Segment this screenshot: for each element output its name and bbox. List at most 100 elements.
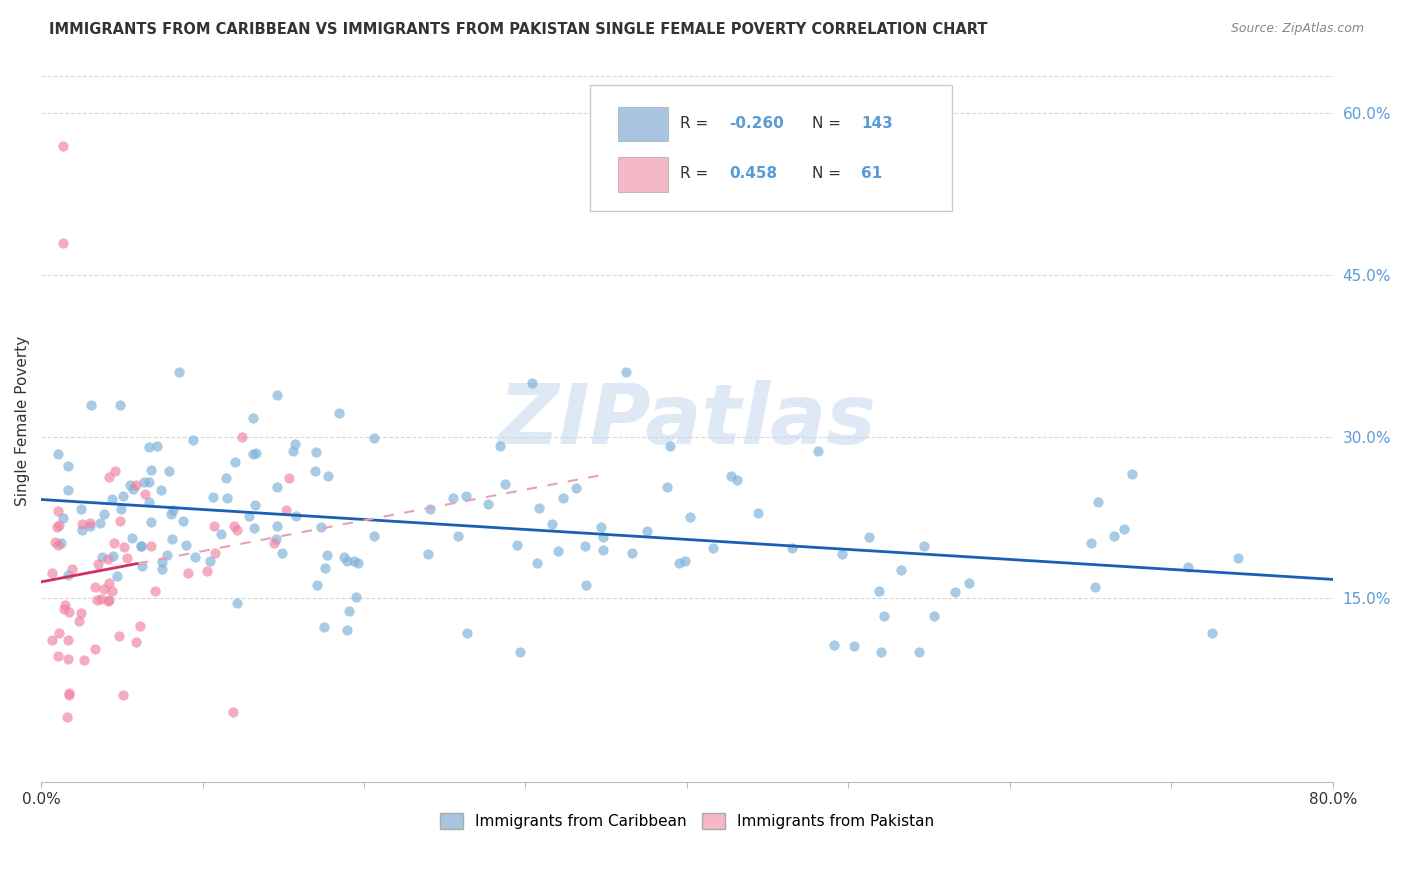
Point — [58, 632, 80, 647]
Point — [477, 497, 499, 511]
Point — [83, 642, 105, 657]
Point — [224, 519, 246, 533]
Point — [125, 478, 148, 492]
Point — [668, 556, 690, 570]
Point — [121, 531, 143, 545]
Point — [167, 365, 190, 379]
Point — [41, 632, 63, 647]
Point — [305, 578, 328, 592]
Point — [494, 477, 516, 491]
Point — [46, 447, 69, 461]
Text: Source: ZipAtlas.com: Source: ZipAtlas.com — [1230, 22, 1364, 36]
Text: 0.458: 0.458 — [730, 166, 778, 181]
Point — [807, 443, 830, 458]
Point — [129, 539, 152, 553]
Point — [1080, 536, 1102, 550]
Point — [129, 539, 152, 553]
Point — [195, 564, 218, 578]
Point — [67, 615, 90, 629]
Point — [48, 626, 70, 640]
Point — [204, 546, 226, 560]
Point — [747, 506, 769, 520]
Point — [91, 550, 114, 565]
Point — [564, 482, 586, 496]
Point — [70, 502, 93, 516]
Point — [134, 475, 156, 489]
Point — [215, 471, 238, 485]
Point — [343, 554, 366, 568]
Point — [505, 538, 527, 552]
Point — [58, 568, 80, 582]
Point — [336, 554, 359, 568]
Point — [858, 530, 880, 544]
Point — [181, 433, 204, 447]
Point — [46, 538, 69, 552]
Point — [150, 555, 173, 569]
Point — [242, 447, 264, 461]
Point — [922, 608, 945, 623]
Point — [108, 398, 131, 412]
Point — [263, 536, 285, 550]
Point — [238, 509, 260, 524]
Point — [176, 566, 198, 580]
Bar — [619, 107, 668, 142]
Point — [138, 495, 160, 509]
Text: 143: 143 — [862, 116, 893, 131]
Point — [831, 547, 853, 561]
Point — [312, 620, 335, 634]
Point — [266, 388, 288, 402]
Point — [93, 507, 115, 521]
Point — [636, 524, 658, 538]
Point — [115, 550, 138, 565]
Point — [868, 584, 890, 599]
Point — [73, 653, 96, 667]
Point — [592, 530, 614, 544]
Point — [51, 511, 73, 525]
Point — [112, 689, 135, 703]
Point — [274, 503, 297, 517]
Point — [416, 547, 439, 561]
Point — [242, 521, 264, 535]
Point — [174, 538, 197, 552]
Point — [139, 463, 162, 477]
Point — [143, 584, 166, 599]
Point — [224, 455, 246, 469]
Y-axis label: Single Female Poverty: Single Female Poverty — [15, 335, 30, 506]
Point — [46, 504, 69, 518]
Point — [105, 569, 128, 583]
Point — [315, 548, 337, 562]
Point — [56, 459, 79, 474]
Point — [782, 541, 804, 555]
Point — [673, 554, 696, 568]
Point — [97, 593, 120, 607]
Point — [134, 487, 156, 501]
Point — [347, 556, 370, 570]
Point — [574, 578, 596, 592]
Point — [621, 546, 644, 560]
Point — [98, 470, 121, 484]
Point — [49, 536, 72, 550]
Point — [314, 561, 336, 575]
Point — [200, 554, 222, 568]
Point — [86, 558, 108, 572]
Text: ZIPatlas: ZIPatlas — [498, 380, 876, 461]
Point — [222, 705, 245, 719]
Point — [589, 520, 612, 534]
Point — [278, 471, 301, 485]
Point — [281, 443, 304, 458]
Point — [304, 465, 326, 479]
Point — [540, 517, 562, 532]
Point — [53, 602, 76, 616]
Point — [160, 507, 183, 521]
Point — [52, 138, 75, 153]
Point — [41, 566, 63, 580]
Point — [332, 549, 354, 564]
Point — [907, 645, 929, 659]
Point — [1084, 580, 1107, 594]
Point — [139, 515, 162, 529]
Point — [104, 463, 127, 477]
Point — [363, 529, 385, 543]
Point — [231, 430, 253, 444]
Point — [184, 549, 207, 564]
Point — [90, 592, 112, 607]
